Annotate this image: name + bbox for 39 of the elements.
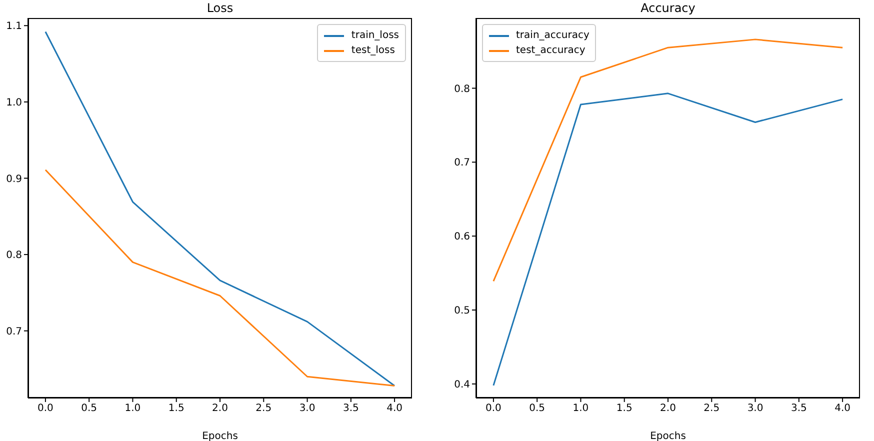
line-series: [492, 92, 844, 386]
x-tick-label: 0.5: [529, 403, 546, 414]
y-tick-label: 1.0: [6, 97, 22, 108]
y-tick-label: 1.1: [6, 21, 22, 32]
x-tick-label: 3.5: [342, 403, 359, 414]
x-tick-label: 1.0: [124, 403, 141, 414]
y-tick-label: 0.9: [6, 174, 22, 185]
x-tick-label: 1.0: [572, 403, 589, 414]
x-tick-label: 3.5: [790, 403, 807, 414]
line-series: [44, 169, 396, 387]
legend-label: train_accuracy: [516, 29, 590, 43]
x-axis-title: Epochs: [650, 431, 686, 441]
x-tick-label: 3.0: [747, 403, 764, 414]
y-tick-label: 0.7: [454, 158, 470, 169]
x-tick-label: 0.5: [81, 403, 98, 414]
x-tick-label: 1.5: [168, 403, 184, 414]
y-tick-label: 0.4: [454, 380, 470, 391]
x-tick-label: 2.0: [212, 403, 228, 414]
x-axis-title: Epochs: [202, 431, 238, 441]
y-tick-label: 0.5: [454, 306, 470, 317]
y-tick-label: 0.7: [6, 326, 22, 338]
x-tick-label: 4.0: [834, 403, 850, 414]
x-tick-label: 2.5: [256, 403, 272, 414]
x-tick-label: 4.0: [386, 403, 402, 414]
x-tick-label: 1.5: [616, 403, 632, 414]
y-tick-label: 0.8: [6, 250, 22, 262]
x-tick-label: 3.0: [299, 403, 316, 414]
y-tick-label: 0.8: [454, 84, 470, 95]
legend-label: test_accuracy: [516, 44, 586, 58]
x-tick-label: 0.0: [38, 403, 54, 414]
legend-label: train_loss: [351, 29, 399, 43]
x-tick-label: 2.5: [704, 403, 720, 414]
y-tick-label: 0.6: [454, 232, 470, 243]
chart-title: Loss: [206, 0, 234, 16]
x-tick-label: 0.0: [486, 403, 502, 414]
x-tick-label: 2.0: [660, 403, 676, 414]
line-series: [492, 38, 844, 282]
chart-title: Accuracy: [640, 0, 696, 16]
legend-label: test_loss: [351, 44, 395, 58]
